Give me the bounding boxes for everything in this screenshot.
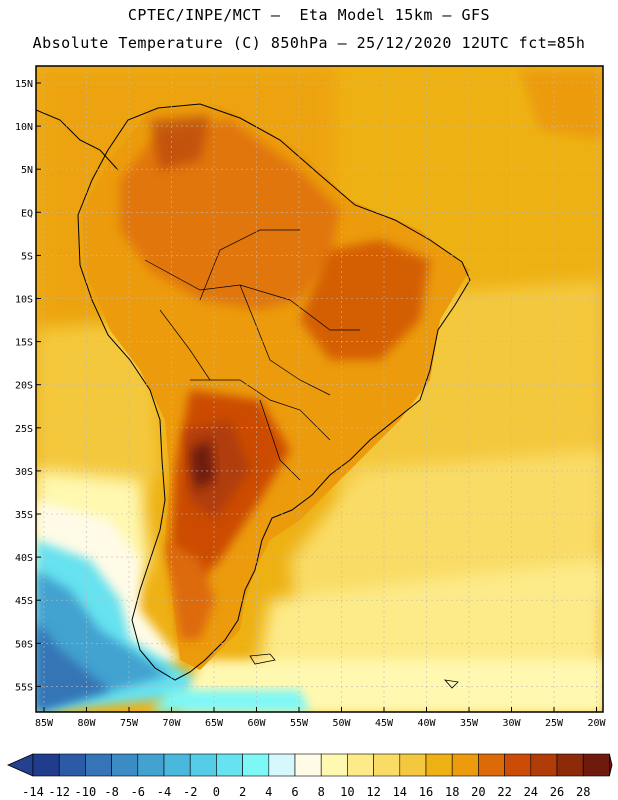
colorbar-label: 4 [265,785,272,799]
longitude-label: 50W [332,718,351,729]
colorbar-label: -2 [183,785,197,799]
colorbar-label: 24 [524,785,538,799]
map-frame [35,65,604,713]
colorbar-over-arrow [609,753,613,777]
longitude-label: 60W [247,718,266,729]
colorbar-swatch [478,753,505,777]
colorbar-swatch [163,753,191,777]
colorbar-swatch [373,753,401,777]
colorbar-swatch [451,753,479,777]
longitude-label: 35W [460,718,479,729]
colorbar-label: -4 [157,785,171,799]
map-title-line-2: Absolute Temperature (C) 850hPa – 25/12/… [32,34,586,52]
colorbar-swatch [58,753,86,777]
colorbar-swatch [32,753,60,777]
colorbar-under-arrow [7,753,34,777]
colorbar-swatch [268,753,296,777]
colorbar-label: 14 [393,785,407,799]
latitude-label: 15S [15,338,33,349]
map-title-line-1: CPTEC/INPE/MCT – Eta Model 15km – GFS [127,6,491,24]
latitude-label: 5N [21,165,33,176]
latitude-label: 15N [15,79,33,90]
colorbar-label: 28 [576,785,590,799]
colorbar-label: -12 [48,785,70,799]
colorbar-swatch [216,753,243,777]
colorbar-swatch [556,753,584,777]
colorbar-swatch [347,753,374,777]
colorbar-label: 22 [497,785,511,799]
colorbar-swatch [582,753,610,777]
latitude-label: 45S [15,596,33,607]
colorbar-swatch [530,753,558,777]
land-temperature [82,105,470,670]
colorbar-swatch [85,753,112,777]
colorbar-swatch [399,753,427,777]
colorbar-label: 0 [213,785,220,799]
longitude-label: 40W [417,718,436,729]
longitude-label: 25W [545,718,564,729]
longitude-label: 75W [120,718,139,729]
longitude-label: 80W [77,718,96,729]
latitude-labels: 15N 10N 5N EQ 5S 10S 15S 20S 25S 30S 35S 40S 45S 50S 5… [15,79,41,693]
colorbar-swatch [425,753,453,777]
colorbar-label: 8 [318,785,325,799]
longitude-label: 85W [35,718,54,729]
latitude-label: 30S [15,467,33,478]
latitude-label: 25S [15,424,33,435]
latitude-label: 10S [15,295,33,306]
latitude-label: 35S [15,510,33,521]
latitude-label: 5S [21,251,33,262]
colorbar-label: -14 [22,785,44,799]
colorbar-label: 6 [291,785,298,799]
temperature-field [36,66,603,712]
colorbar-label: -10 [75,785,97,799]
longitude-label: 65W [205,718,224,729]
latitude-label: 10N [15,122,33,133]
longitude-labels: 85W 80W 75W 70W 65W 60W 55W 50W 45W 40W 35W 30W 25W 2… [35,707,607,729]
latitude-label: EQ [21,208,33,219]
colorbar-label: 18 [445,785,459,799]
longitude-label: 20W [587,718,606,729]
latitude-label: 40S [15,553,33,564]
colorbar-swatch [504,753,532,777]
latitude-label: 55S [15,682,33,693]
colorbar-label: 16 [419,785,433,799]
colorbar-label: 10 [340,785,354,799]
latitude-label: 50S [15,639,33,650]
colorbar-swatch [137,753,165,777]
colorbar-swatch [189,753,217,777]
colorbar-label: 12 [366,785,380,799]
colorbar-swatch [242,753,270,777]
longitude-label: 55W [290,718,309,729]
longitude-label: 30W [502,718,521,729]
colorbar: -14 -12 -10 -8 -6 -4 -2 0 2 4 6 8 10 12 14 16 18 20 22 24 26… [7,753,613,799]
longitude-label: 45W [375,718,394,729]
colorbar-swatch [111,753,139,777]
colorbar-label: 26 [550,785,564,799]
colorbar-label: -8 [104,785,118,799]
colorbar-label: 2 [239,785,246,799]
colorbar-label: 20 [471,785,485,799]
colorbar-swatch [320,753,348,777]
latitude-label: 20S [15,381,33,392]
longitude-label: 70W [162,718,181,729]
colorbar-swatch [294,753,322,777]
colorbar-label: -6 [131,785,145,799]
